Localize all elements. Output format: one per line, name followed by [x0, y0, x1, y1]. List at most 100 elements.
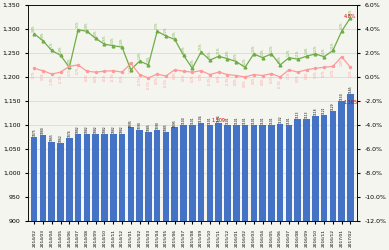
Text: 1090: 1090 — [155, 121, 159, 129]
Text: 0.7%: 0.7% — [331, 68, 335, 76]
Bar — [233, 124, 240, 250]
Bar — [180, 125, 187, 250]
Bar — [110, 134, 117, 250]
Bar — [119, 134, 125, 250]
Text: 1.8%: 1.8% — [226, 49, 230, 57]
Text: 1.1%: 1.1% — [67, 68, 71, 76]
Bar — [172, 128, 178, 250]
Text: 1121: 1121 — [322, 106, 326, 114]
Text: 2.8%: 2.8% — [41, 32, 45, 39]
Text: 2.1%: 2.1% — [50, 41, 54, 48]
Bar — [312, 116, 319, 250]
Bar — [321, 115, 328, 250]
Text: 1129: 1129 — [331, 102, 335, 110]
Text: -0.5%: -0.5% — [164, 78, 168, 87]
Text: 0.3%: 0.3% — [199, 73, 203, 80]
Bar — [163, 132, 169, 250]
Bar — [136, 130, 143, 250]
Text: 0.6%: 0.6% — [278, 55, 282, 63]
Bar — [84, 134, 90, 250]
Text: 1074: 1074 — [67, 129, 71, 137]
Text: 4.8%: 4.8% — [349, 8, 352, 16]
Text: 1.1%: 1.1% — [287, 72, 291, 79]
Text: 0.7%: 0.7% — [76, 67, 80, 74]
Text: -1.4%: -1.4% — [50, 76, 54, 85]
Text: -0.5%: -0.5% — [146, 80, 151, 89]
Text: 4.3%: 4.3% — [340, 22, 343, 29]
Text: -0.1%: -0.1% — [278, 79, 282, 88]
Text: 2.5%: 2.5% — [199, 42, 203, 50]
Text: 1075: 1075 — [32, 128, 36, 136]
Text: 1.3%: 1.3% — [182, 46, 186, 54]
Bar — [207, 124, 213, 250]
Text: 1101: 1101 — [226, 116, 230, 124]
Text: 2.3%: 2.3% — [155, 22, 159, 29]
Text: 1.5%: 1.5% — [322, 47, 326, 55]
Text: 1095: 1095 — [129, 119, 133, 126]
Bar — [224, 124, 231, 250]
Bar — [198, 123, 204, 250]
Text: 0.7%: 0.7% — [322, 69, 326, 77]
Text: 2.2%: 2.2% — [164, 27, 168, 34]
Text: 1.9%: 1.9% — [340, 59, 343, 66]
Text: 1104: 1104 — [217, 114, 221, 122]
Text: 2.1%: 2.1% — [217, 47, 221, 54]
Bar — [40, 135, 46, 250]
Text: 1101: 1101 — [252, 116, 256, 124]
Bar — [101, 134, 108, 250]
Text: 1082: 1082 — [76, 125, 80, 133]
Text: 4.8%: 4.8% — [344, 14, 357, 19]
Text: 0.7%: 0.7% — [32, 70, 36, 78]
Text: 1150: 1150 — [340, 92, 343, 100]
Bar — [347, 94, 354, 250]
Text: 1085: 1085 — [164, 124, 168, 131]
Bar — [286, 124, 292, 250]
Bar — [242, 124, 248, 250]
Bar — [329, 111, 336, 250]
Text: -0.5%: -0.5% — [138, 76, 142, 85]
Text: -0.3%: -0.3% — [208, 76, 212, 85]
Text: 2.8%: 2.8% — [85, 22, 89, 29]
Text: 0.0%: 0.0% — [261, 78, 265, 85]
Bar — [93, 134, 99, 250]
Bar — [303, 119, 310, 250]
Bar — [154, 130, 161, 250]
Text: 1.1%: 1.1% — [296, 50, 300, 57]
Text: 1.3%: 1.3% — [349, 69, 352, 77]
Text: 1062: 1062 — [58, 135, 63, 142]
Bar — [259, 124, 266, 250]
Text: 2.6%: 2.6% — [102, 35, 107, 42]
Text: 0.1%: 0.1% — [190, 74, 194, 82]
Text: 1113: 1113 — [305, 110, 308, 118]
Text: 0.0%: 0.0% — [296, 74, 300, 82]
Text: 1101: 1101 — [287, 116, 291, 124]
Text: 1102: 1102 — [278, 116, 282, 123]
Text: 0.5%: 0.5% — [155, 76, 159, 84]
Text: -0.3%: -0.3% — [226, 76, 230, 85]
Bar — [31, 137, 37, 250]
Text: 3.8%: 3.8% — [32, 24, 36, 32]
Text: 1.8%: 1.8% — [58, 46, 63, 54]
Text: 1101: 1101 — [261, 116, 265, 124]
Text: 1082: 1082 — [85, 125, 89, 133]
Bar — [216, 123, 222, 250]
Text: 1101: 1101 — [269, 116, 273, 124]
Bar — [66, 138, 73, 250]
Bar — [277, 124, 284, 250]
Text: 0.5%: 0.5% — [41, 73, 45, 80]
Text: 1065: 1065 — [50, 133, 54, 141]
Text: 0.3%: 0.3% — [313, 70, 317, 78]
Text: 2.5%: 2.5% — [76, 20, 80, 28]
Bar — [49, 142, 55, 250]
Text: 2.4%: 2.4% — [120, 38, 124, 45]
Text: 1165: 1165 — [349, 85, 352, 93]
Text: 1.5%: 1.5% — [269, 44, 273, 52]
Bar — [128, 128, 134, 250]
Bar — [145, 132, 152, 250]
Text: 0.0%: 0.0% — [234, 78, 238, 85]
Text: 1.5%: 1.5% — [313, 44, 317, 52]
Text: 1.0%: 1.0% — [146, 56, 151, 63]
Bar — [57, 143, 64, 250]
Text: 1090: 1090 — [138, 121, 142, 129]
Text: 1.4%: 1.4% — [138, 52, 142, 59]
